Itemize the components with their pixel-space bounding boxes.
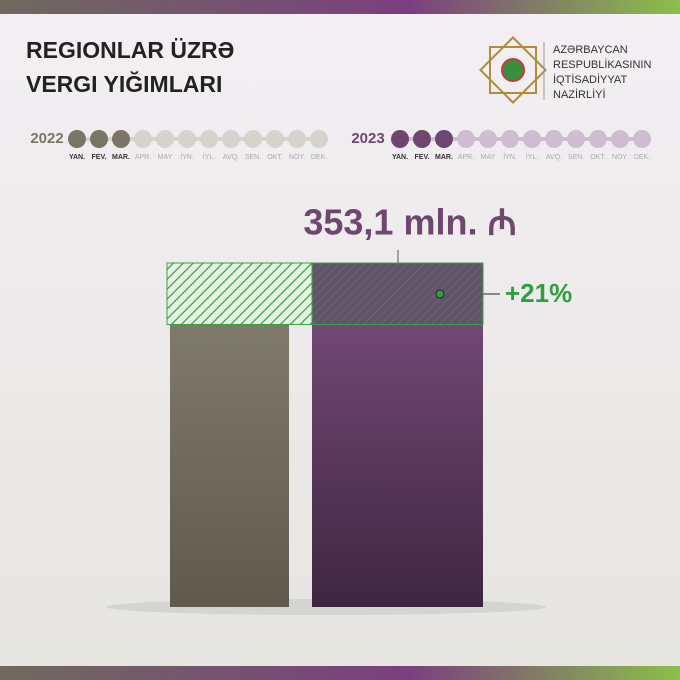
month-label: İYL.: [203, 152, 216, 161]
month-label: OKT.: [590, 154, 606, 161]
org-name: RESPUBLİKASININ: [553, 58, 651, 71]
title: VERGI YIĞIMLARI: [26, 70, 222, 97]
month-dot: [633, 130, 651, 148]
month-label: DEK.: [311, 154, 327, 161]
month-label: SEN.: [568, 154, 584, 161]
month-dot: [200, 130, 218, 148]
org-name: NAZİRLİYİ: [553, 88, 606, 101]
month-dot: [611, 130, 629, 148]
org-name: AZƏRBAYCAN: [553, 44, 628, 56]
logo: [479, 36, 547, 104]
increase-area: [311, 262, 484, 325]
month-label: AVQ.: [546, 154, 562, 161]
month-dot: [589, 130, 607, 148]
month-dot: [435, 130, 453, 148]
month-label: APR.: [135, 154, 151, 161]
month-label: NOY.: [289, 154, 305, 161]
month-label: MAY: [481, 154, 496, 161]
bar: [170, 324, 289, 607]
month-dot: [134, 130, 152, 148]
month-dot: [288, 130, 306, 148]
month-label: NOY.: [612, 154, 628, 161]
month-dot: [244, 130, 262, 148]
year-label: 2023: [351, 130, 384, 147]
month-label: OKT.: [267, 154, 283, 161]
month-label: DEK.: [634, 154, 650, 161]
value-label: 353,1 mln. ₼: [303, 202, 516, 243]
change-label: +21%: [505, 278, 572, 308]
month-dot: [523, 130, 541, 148]
month-label: İYL.: [526, 152, 539, 161]
month-dot: [90, 130, 108, 148]
month-dot: [457, 130, 475, 148]
month-label: SEN.: [245, 154, 261, 161]
month-dot: [479, 130, 497, 148]
year-label: 2022: [30, 130, 63, 147]
month-dot: [156, 130, 174, 148]
title: REGIONLAR ÜZRƏ: [26, 37, 234, 63]
month-dot: [222, 130, 240, 148]
month-label: MAR.: [112, 154, 130, 161]
month-label: YAN.: [392, 154, 408, 161]
month-dot: [68, 130, 86, 148]
month-dot: [310, 130, 328, 148]
month-dot: [545, 130, 563, 148]
month-label: İYN.: [503, 152, 517, 161]
month-label: İYN.: [180, 152, 194, 161]
month-dot: [413, 130, 431, 148]
month-dot: [266, 130, 284, 148]
bottom-strip: [0, 666, 680, 680]
month-dot: [567, 130, 585, 148]
change-dot: [435, 289, 445, 299]
month-label: APR.: [458, 154, 474, 161]
month-dot: [112, 130, 130, 148]
month-label: AVQ.: [223, 154, 239, 161]
month-dot: [178, 130, 196, 148]
month-label: MAY: [158, 154, 173, 161]
month-label: YAN.: [69, 154, 85, 161]
org-name: İQTİSADİYYAT: [553, 73, 627, 86]
month-dot: [501, 130, 519, 148]
month-label: MAR.: [435, 154, 453, 161]
month-dot: [391, 130, 409, 148]
month-label: FEV.: [92, 154, 107, 161]
increase-area: [166, 262, 313, 325]
top-strip: [0, 0, 680, 14]
month-label: FEV.: [415, 154, 430, 161]
